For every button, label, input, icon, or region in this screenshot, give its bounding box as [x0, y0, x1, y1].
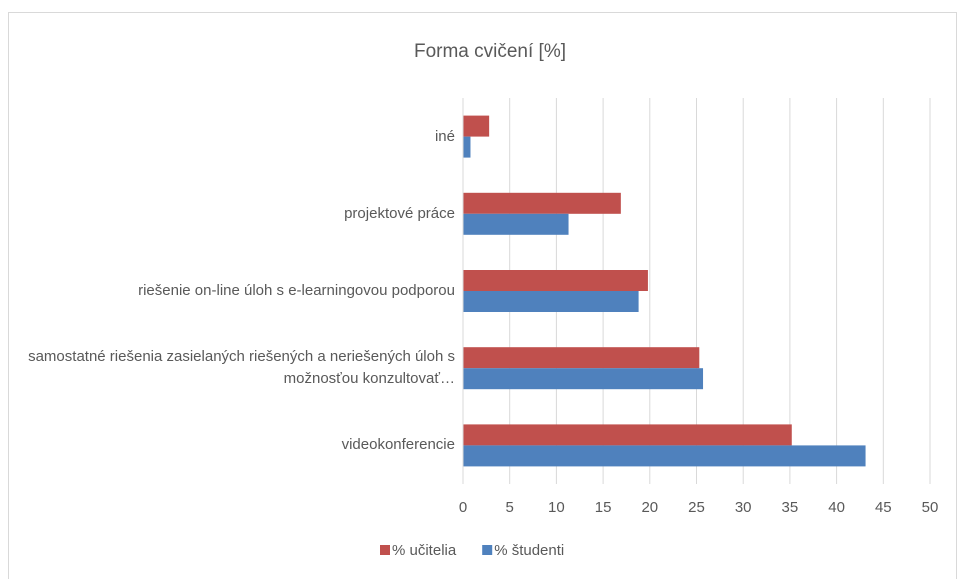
bar [463, 115, 490, 137]
category-label-box: videokonferencie [341, 436, 455, 454]
category-label-box: samostatné riešenia zasielaných riešenýc… [28, 348, 455, 388]
bar [463, 136, 471, 158]
legend-label: % študenti [494, 542, 564, 559]
x-tick-label: 25 [688, 499, 705, 516]
bar [463, 424, 792, 446]
bar [463, 192, 621, 214]
x-tick-label: 30 [735, 499, 752, 516]
x-tick-label: 35 [782, 499, 799, 516]
bar [463, 445, 866, 467]
legend-swatch [380, 545, 390, 555]
x-tick-label: 20 [641, 499, 658, 516]
y-tick-label: projektové práce [344, 204, 455, 222]
legend-swatch [482, 545, 493, 555]
y-tick-label: riešenie on-line úloh s e-learningovou p… [138, 281, 455, 299]
chart-title: Forma cvičení [%] [414, 41, 566, 62]
bar [463, 291, 639, 312]
category-label-box: projektové práce [344, 204, 455, 222]
bar [463, 270, 648, 291]
x-tick-label: 50 [922, 499, 939, 516]
x-tick-label: 5 [506, 499, 514, 516]
x-tick-label: 0 [459, 499, 467, 516]
bar [463, 213, 569, 235]
y-tick-label: videokonferencie [341, 436, 455, 454]
category-label-box: iné [434, 127, 455, 145]
x-tick-label: 10 [548, 499, 565, 516]
y-tick-label: iné [434, 127, 455, 145]
x-tick-label: 40 [828, 499, 845, 516]
x-tick-label: 15 [595, 499, 612, 516]
legend-label: % učitelia [392, 542, 457, 559]
category-label-box: riešenie on-line úloh s e-learningovou p… [138, 281, 455, 299]
bar [463, 347, 700, 369]
bar [463, 368, 704, 390]
x-tick-label: 45 [875, 499, 892, 516]
y-tick-label: samostatné riešenia zasielaných riešenýc… [28, 348, 455, 388]
